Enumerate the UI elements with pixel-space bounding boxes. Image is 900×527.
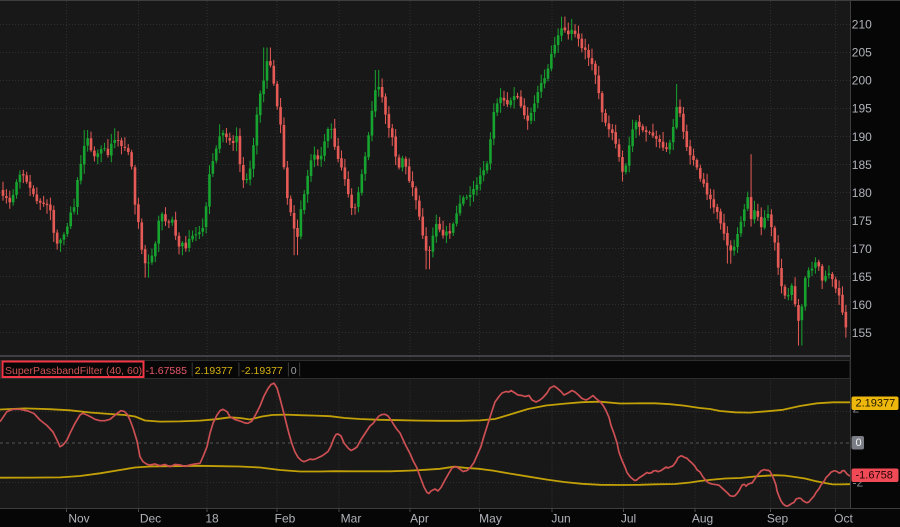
svg-text:Jul: Jul: [621, 512, 636, 526]
svg-text:Jun: Jun: [551, 512, 570, 526]
svg-text:18: 18: [205, 512, 219, 526]
svg-text:-2: -2: [853, 476, 864, 490]
svg-text:175: 175: [852, 214, 872, 228]
svg-text:165: 165: [852, 270, 872, 284]
svg-text:210: 210: [852, 18, 872, 32]
svg-text:Apr: Apr: [410, 512, 429, 526]
svg-text:SuperPassbandFilter (40, 60): SuperPassbandFilter (40, 60): [5, 365, 142, 377]
svg-text:180: 180: [852, 186, 872, 200]
svg-text:195: 195: [852, 102, 872, 116]
svg-text:200: 200: [852, 74, 872, 88]
svg-text:2.19377: 2.19377: [856, 398, 896, 410]
svg-text:190: 190: [852, 130, 872, 144]
svg-text:Nov: Nov: [68, 512, 89, 526]
svg-text:2.19377: 2.19377: [195, 365, 233, 377]
svg-text:Dec: Dec: [140, 512, 161, 526]
svg-text:May: May: [479, 512, 502, 526]
svg-text:Oct: Oct: [834, 512, 853, 526]
svg-text:Aug: Aug: [692, 512, 713, 526]
svg-text:160: 160: [852, 298, 872, 312]
svg-text:205: 205: [852, 46, 872, 60]
svg-text:155: 155: [852, 326, 872, 340]
svg-text:-2.19377: -2.19377: [241, 365, 283, 377]
svg-text:-1.67585: -1.67585: [146, 365, 188, 377]
svg-text:0: 0: [856, 437, 862, 449]
svg-text:Mar: Mar: [341, 512, 362, 526]
svg-text:Feb: Feb: [275, 512, 296, 526]
svg-text:-1.6758: -1.6758: [856, 470, 893, 482]
svg-text:Sep: Sep: [767, 512, 789, 526]
svg-text:170: 170: [852, 242, 872, 256]
svg-text:185: 185: [852, 158, 872, 172]
svg-text:0: 0: [291, 365, 297, 377]
